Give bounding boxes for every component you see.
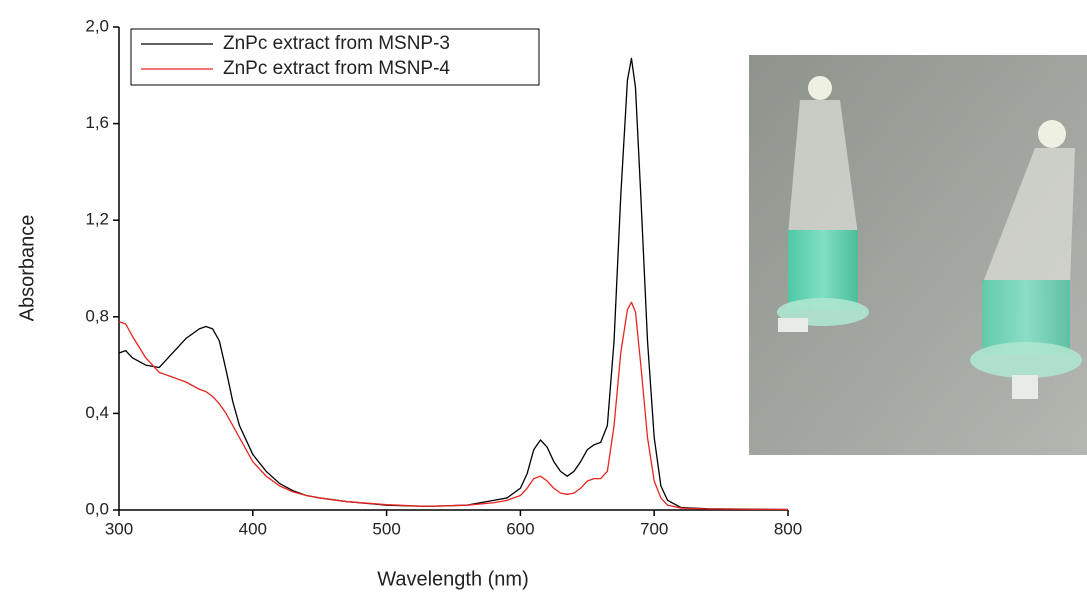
y-tick-label: 0,4 <box>85 403 109 422</box>
legend-box <box>130 28 540 86</box>
y-tick-label: 1,6 <box>85 113 109 132</box>
x-tick-label: 700 <box>640 519 668 538</box>
y-tick-label: 1,2 <box>85 210 109 229</box>
legend-label: ZnPc extract from MSNP-3 <box>223 33 450 54</box>
series-line <box>118 301 789 511</box>
photo-inset <box>749 55 1087 455</box>
legend-label: ZnPc extract from MSNP-4 <box>223 58 450 79</box>
x-tick-label: 600 <box>506 519 534 538</box>
y-tick-label: 2,0 <box>85 16 109 35</box>
x-tick-label: 400 <box>239 519 267 538</box>
legend: ZnPc extract from MSNP-3 ZnPc extract fro… <box>130 28 540 86</box>
y-tick-label: 0,8 <box>85 306 109 325</box>
x-tick-label: 800 <box>774 519 802 538</box>
x-tick-label: 500 <box>372 519 400 538</box>
series-line <box>118 57 789 511</box>
x-axis-title: Wavelength (nm) <box>377 568 529 590</box>
x-tick-label: 300 <box>105 519 133 538</box>
y-axis-title: Absorbance <box>16 215 38 322</box>
y-tick-label: 0,0 <box>85 499 109 518</box>
